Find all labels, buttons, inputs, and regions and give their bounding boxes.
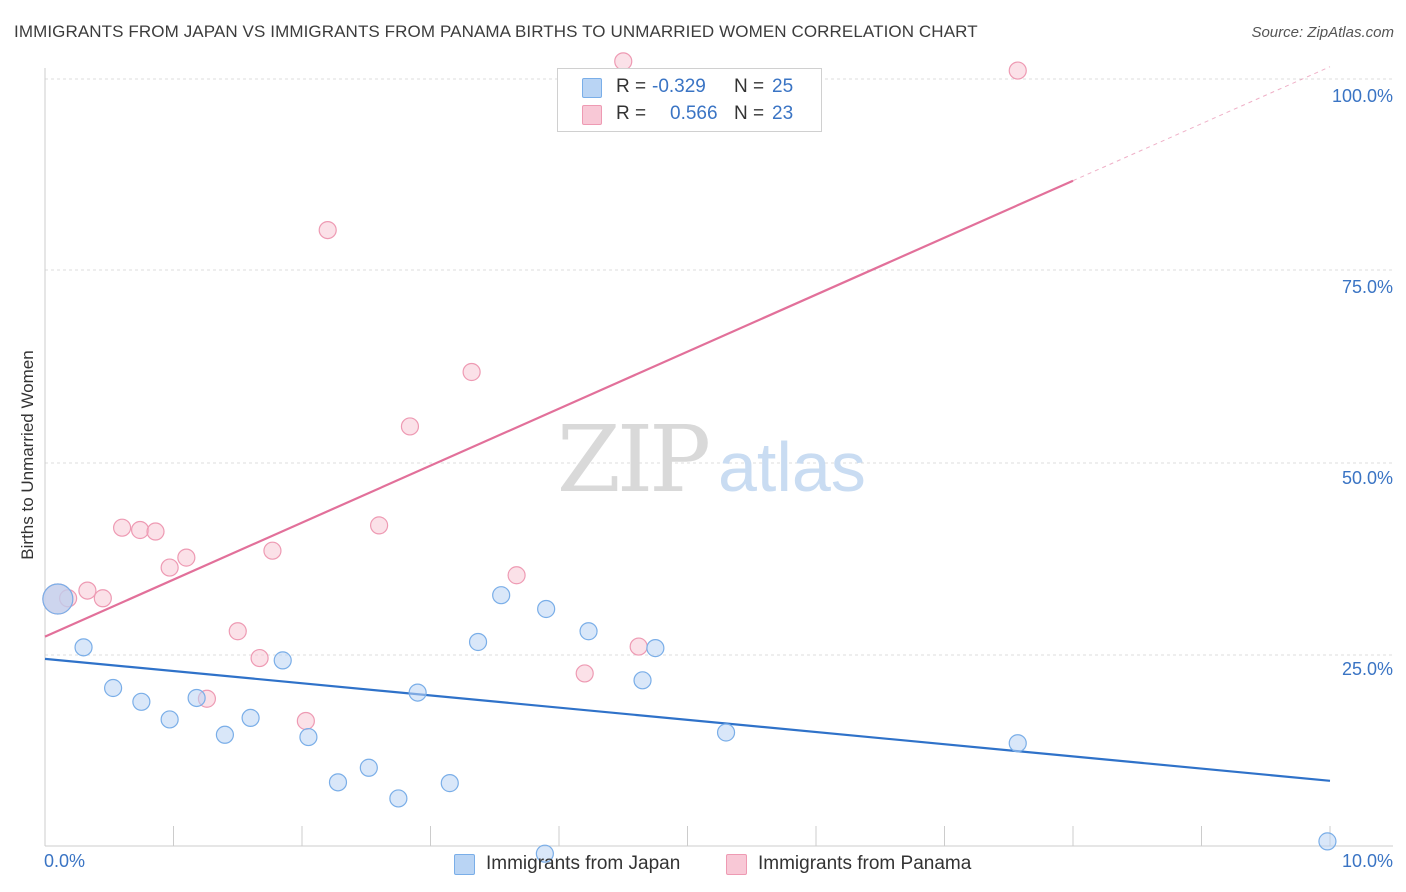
data-point-japan <box>535 844 554 863</box>
source-credit: Source: ZipAtlas.com <box>1251 24 1394 41</box>
data-point-japan <box>359 758 378 777</box>
x-tick-label: 0.0% <box>44 851 86 871</box>
y-tick-label: 75.0% <box>1341 277 1393 297</box>
trend-line-panama <box>44 179 1074 638</box>
trend-line-japan <box>44 657 1331 782</box>
data-point-japan <box>1008 734 1027 753</box>
data-point-panama <box>629 637 648 656</box>
x-tick-label: 10.0% <box>1341 851 1393 871</box>
data-point-panama <box>318 220 337 240</box>
data-point-japan <box>646 639 665 658</box>
series-name-japan: Immigrants from Japan <box>486 853 681 874</box>
data-point-japan <box>160 710 179 729</box>
axes <box>44 68 1393 847</box>
data-point-panama <box>93 589 112 608</box>
legend-n-value: 25 <box>772 76 794 97</box>
data-point-panama <box>177 548 196 567</box>
data-point-panama <box>462 362 481 382</box>
data-point-japan <box>215 725 234 744</box>
watermark-atlas: atlas <box>718 428 866 506</box>
data-point-japan <box>328 773 348 792</box>
y-axis-label: Births to Unmarried Women <box>18 350 37 560</box>
data-point-japan <box>492 586 511 605</box>
y-tick-label: 50.0% <box>1341 468 1393 488</box>
watermark-zip: ZIP <box>557 406 708 513</box>
data-point-japan <box>440 774 459 793</box>
legend-n-label: N = <box>734 76 765 97</box>
legend-r-value: 0.566 <box>670 103 718 124</box>
data-point-japan <box>716 723 736 742</box>
data-point-panama <box>296 711 315 731</box>
data-point-japan <box>241 708 260 728</box>
data-point-panama <box>263 541 282 560</box>
legend-r-label: R = <box>616 103 647 124</box>
data-point-panama <box>228 622 247 641</box>
series-swatch-panama <box>726 854 747 875</box>
series-name-panama: Immigrants from Panama <box>758 853 972 874</box>
legend-n-value: 23 <box>772 103 794 124</box>
data-point-panama <box>370 516 389 535</box>
data-point-japan <box>299 727 318 747</box>
data-point-panama <box>112 518 132 537</box>
correlation-legend: R = -0.329 N = 25 R = 0.566 N = 23 <box>557 68 822 132</box>
data-point-japan <box>132 692 151 711</box>
legend-n-label: N = <box>734 103 765 124</box>
trend-lines <box>44 66 1331 782</box>
data-point-panama <box>146 522 165 541</box>
data-point-panama <box>250 648 269 668</box>
data-point-japan <box>187 688 206 708</box>
watermark: ZIP atlas <box>557 406 866 513</box>
data-point-japan <box>408 683 427 702</box>
data-point-japan <box>42 583 74 615</box>
data-point-japan <box>104 678 123 698</box>
data-point-panama <box>130 520 150 540</box>
legend-r-value: -0.329 <box>652 76 706 97</box>
data-point-panama <box>507 566 526 585</box>
legend-swatch-japan <box>582 78 602 98</box>
y-tick-label: 100.0% <box>1331 86 1393 106</box>
y-tick-label: 25.0% <box>1341 659 1393 679</box>
data-point-panama <box>1008 61 1027 80</box>
data-point-japan <box>273 651 292 670</box>
data-point-panama <box>575 664 594 683</box>
data-point-japan <box>633 671 652 690</box>
data-point-japan <box>74 638 93 657</box>
trend-line-panama-extension <box>1072 66 1331 182</box>
legend-swatch-panama <box>582 105 602 125</box>
data-point-japan <box>468 632 488 652</box>
legend-r-label: R = <box>616 76 647 97</box>
data-point-japan <box>1318 832 1337 851</box>
data-points <box>42 52 1337 863</box>
data-point-japan <box>389 789 408 808</box>
data-point-panama <box>78 581 97 600</box>
data-point-japan <box>537 599 556 619</box>
grid-lines <box>45 78 1393 656</box>
data-point-panama <box>400 417 420 436</box>
series-swatch-japan <box>454 854 475 875</box>
chart-title: IMMIGRANTS FROM JAPAN VS IMMIGRANTS FROM… <box>14 22 978 41</box>
data-point-japan <box>579 622 598 641</box>
data-point-panama <box>160 558 179 577</box>
